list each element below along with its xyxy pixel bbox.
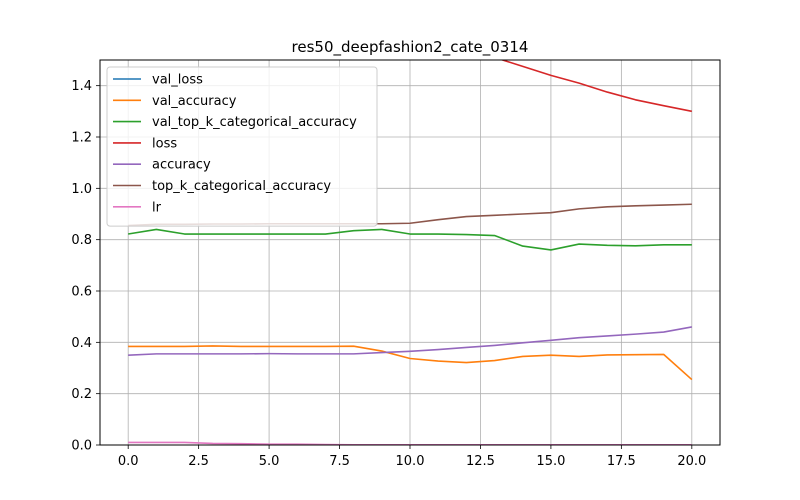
y-tick-label: 0.8 <box>71 233 92 248</box>
legend-box <box>106 66 378 227</box>
x-tick-label: 10.0 <box>396 454 425 469</box>
y-tick-label: 1.0 <box>71 182 92 197</box>
y-tick-label: 0.2 <box>71 387 92 402</box>
x-tick-label: 20.0 <box>677 454 706 469</box>
series-line-val-accuracy <box>128 345 693 381</box>
legend-label: val_loss <box>152 73 203 88</box>
x-tick-label: 0.0 <box>118 454 139 469</box>
legend-label: val_top_k_categorical_accuracy <box>152 115 357 130</box>
x-tick-label: 12.5 <box>466 454 495 469</box>
legend: val_loss val_accuracy val_top_k_categorica… <box>106 66 378 227</box>
legend-label: lr <box>152 200 162 215</box>
legend-label: top_k_categorical_accuracy <box>152 179 331 194</box>
x-tick-label: 17.5 <box>607 454 636 469</box>
series-line-accuracy <box>128 326 692 356</box>
y-tick-label: 1.2 <box>71 131 92 146</box>
y-tick-label: 0.0 <box>71 439 92 454</box>
legend-label: val_accuracy <box>152 94 237 109</box>
legend-label: accuracy <box>152 158 211 173</box>
x-tick-label: 7.5 <box>329 454 350 469</box>
x-tick-label: 15.0 <box>536 454 565 469</box>
y-tick-label: 0.4 <box>71 336 92 351</box>
y-tick-label: 0.6 <box>71 285 92 300</box>
y-tick-label: 1.4 <box>71 79 92 94</box>
axis-ticks: 0.0 2.5 5.0 7.5 10.0 12.5 15.0 17.5 20.0 0.0 0.2 0.… <box>71 79 706 469</box>
series-line-val-top-k-categorical-accuracy <box>128 228 692 251</box>
legend-label: loss <box>152 136 177 151</box>
chart-title: res50_deepfashion2_cate_0314 <box>292 38 529 57</box>
x-tick-label: 5.0 <box>259 454 280 469</box>
x-tick-label: 2.5 <box>188 454 209 469</box>
